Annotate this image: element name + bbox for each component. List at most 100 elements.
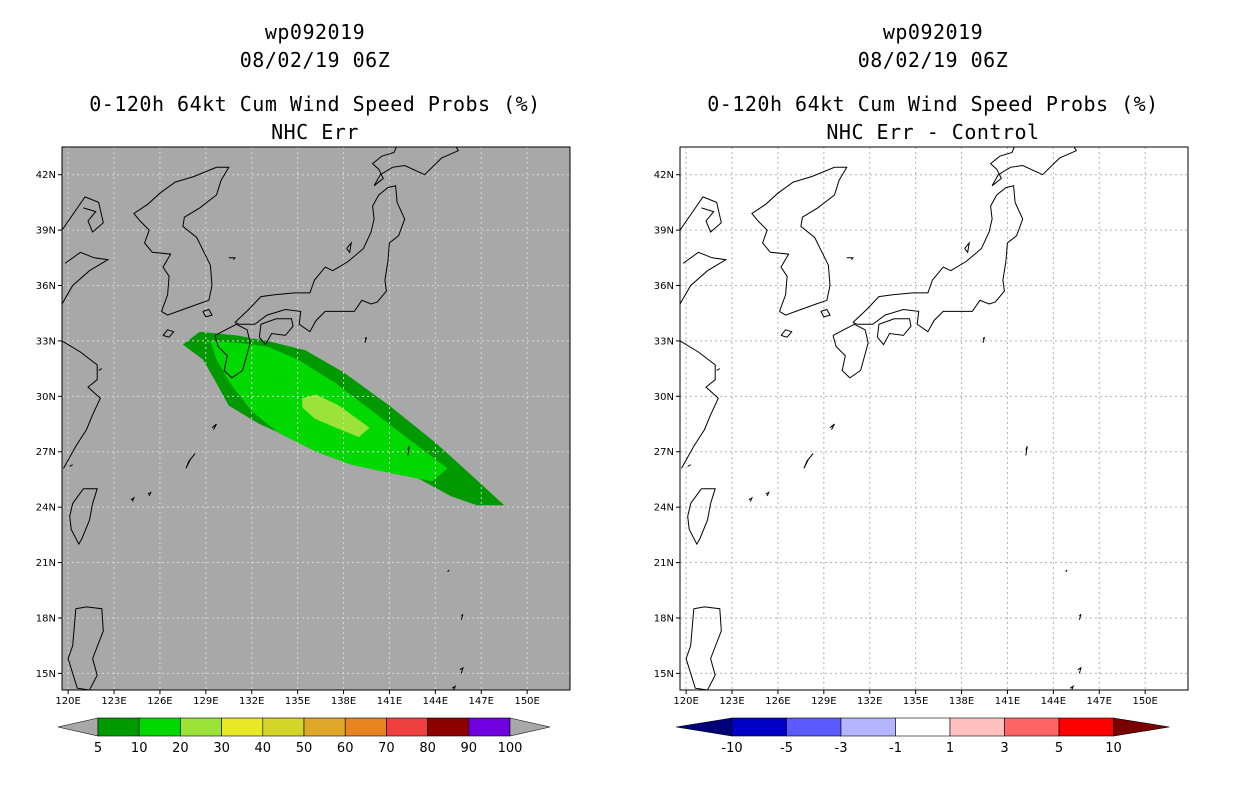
lat-tick-label: 42N — [36, 170, 56, 181]
right-map-panel: 42N 39N 36N 33N 30N 27N 24N 21N 18N 15N 120E 123E 12… — [654, 146, 1189, 707]
coastline — [751, 166, 848, 316]
coastline — [687, 488, 716, 546]
coastline — [407, 446, 410, 456]
coastline — [346, 241, 352, 254]
coastline — [234, 185, 406, 333]
coastline — [211, 423, 217, 430]
lon-tick-label: 120E — [673, 696, 698, 707]
left-storm-id: wp092019 — [264, 20, 366, 44]
lon-tick-label: 141E — [377, 696, 402, 707]
colorbar-swatch — [1004, 717, 1060, 737]
coastline — [803, 453, 814, 469]
colorbar-swatch — [386, 717, 428, 737]
colorbar-swatch — [731, 717, 787, 737]
colorbar-label: 70 — [378, 741, 395, 756]
coastline — [459, 666, 464, 674]
lat-tick-label: 15N — [36, 669, 56, 680]
lon-tick-label: 144E — [1041, 696, 1066, 707]
lat-tick-label: 24N — [36, 503, 56, 514]
lon-tick-label: 138E — [331, 696, 356, 707]
coastline — [716, 368, 721, 371]
coastline — [852, 185, 1024, 333]
lat-tick-label: 30N — [36, 392, 56, 403]
colorbar-label: 90 — [461, 741, 478, 756]
coastline — [964, 241, 970, 254]
colorbar-label: 100 — [498, 741, 523, 756]
lat-tick-label: 36N — [654, 281, 674, 292]
coastline — [162, 329, 175, 338]
lon-tick-label: 123E — [101, 696, 126, 707]
coastline — [687, 464, 691, 467]
coastline — [680, 196, 722, 233]
lon-tick-label: 132E — [239, 696, 264, 707]
coastline — [69, 488, 98, 546]
lon-tick-label: 147E — [469, 696, 494, 707]
left-colorbar: 5 10 20 30 40 50 60 70 80 90 100 — [57, 717, 551, 756]
colorbar-swatch — [344, 717, 387, 737]
right-subtitle: NHC Err - Control — [826, 120, 1040, 144]
lat-tick-label: 21N — [36, 558, 56, 569]
lat-tick-label: 36N — [36, 281, 56, 292]
coastline — [371, 147, 460, 187]
lat-tick-label: 18N — [654, 613, 674, 624]
coastline — [98, 368, 103, 371]
colorbar-swatch — [138, 717, 181, 737]
coastline — [62, 196, 104, 233]
right-datetime: 08/02/19 06Z — [857, 48, 1009, 72]
coastline — [185, 453, 196, 469]
left-subtitle: NHC Err — [271, 120, 359, 144]
colorbar-swatch — [180, 717, 222, 737]
coastline — [69, 464, 73, 467]
coastline — [846, 257, 854, 261]
coastline — [67, 606, 104, 690]
coastline — [1069, 685, 1075, 690]
colorbar-label: -3 — [835, 741, 848, 756]
lat-tick-label: 27N — [36, 447, 56, 458]
lat-tick-label: 39N — [36, 226, 56, 237]
coastline — [685, 606, 722, 690]
lon-tick-label: 129E — [811, 696, 836, 707]
lon-tick-label: 132E — [857, 696, 882, 707]
colorbar-swatch — [786, 717, 842, 737]
colorbar-right-arrow — [1113, 717, 1170, 737]
lon-tick-label: 150E — [1132, 696, 1157, 707]
lat-tick-label: 33N — [36, 336, 56, 347]
coastline — [147, 491, 152, 497]
lat-tick-label: 18N — [36, 613, 56, 624]
colorbar-left-arrow — [675, 717, 733, 737]
coastline — [451, 685, 457, 690]
colorbar-label: 60 — [337, 741, 354, 756]
lon-tick-label: 135E — [285, 696, 310, 707]
lat-tick-label: 24N — [654, 503, 674, 514]
colorbar-label: 3 — [1000, 741, 1008, 756]
colorbar-swatch — [468, 717, 511, 737]
coastline — [1065, 569, 1068, 573]
coastline — [460, 613, 464, 620]
coastline — [130, 496, 135, 502]
colorbar-label: 5 — [94, 741, 102, 756]
colorbar-swatch — [262, 717, 305, 737]
colorbar-label: -5 — [780, 741, 793, 756]
colorbar-swatch — [427, 717, 470, 737]
coastline — [202, 308, 213, 318]
colorbar-right-arrow — [509, 717, 551, 737]
lon-tick-label: 135E — [903, 696, 928, 707]
colorbar-label: 10 — [1105, 741, 1122, 756]
colorbar-label: 50 — [296, 741, 313, 756]
lon-tick-label: 150E — [514, 696, 539, 707]
coastline — [829, 423, 835, 430]
map-frame — [679, 146, 1189, 691]
colorbar-swatch — [895, 717, 951, 737]
colorbar-swatch — [221, 717, 264, 737]
coastline — [780, 329, 793, 338]
colorbar-swatch — [1058, 717, 1114, 737]
colorbar-swatch — [97, 717, 140, 737]
probability-contour-20-30 — [302, 394, 370, 437]
coastline — [680, 340, 719, 469]
lat-tick-label: 21N — [654, 558, 674, 569]
coastline — [876, 318, 912, 346]
lat-tick-label: 33N — [654, 336, 674, 347]
colorbar-swatch — [949, 717, 1005, 737]
coastline — [62, 340, 101, 469]
